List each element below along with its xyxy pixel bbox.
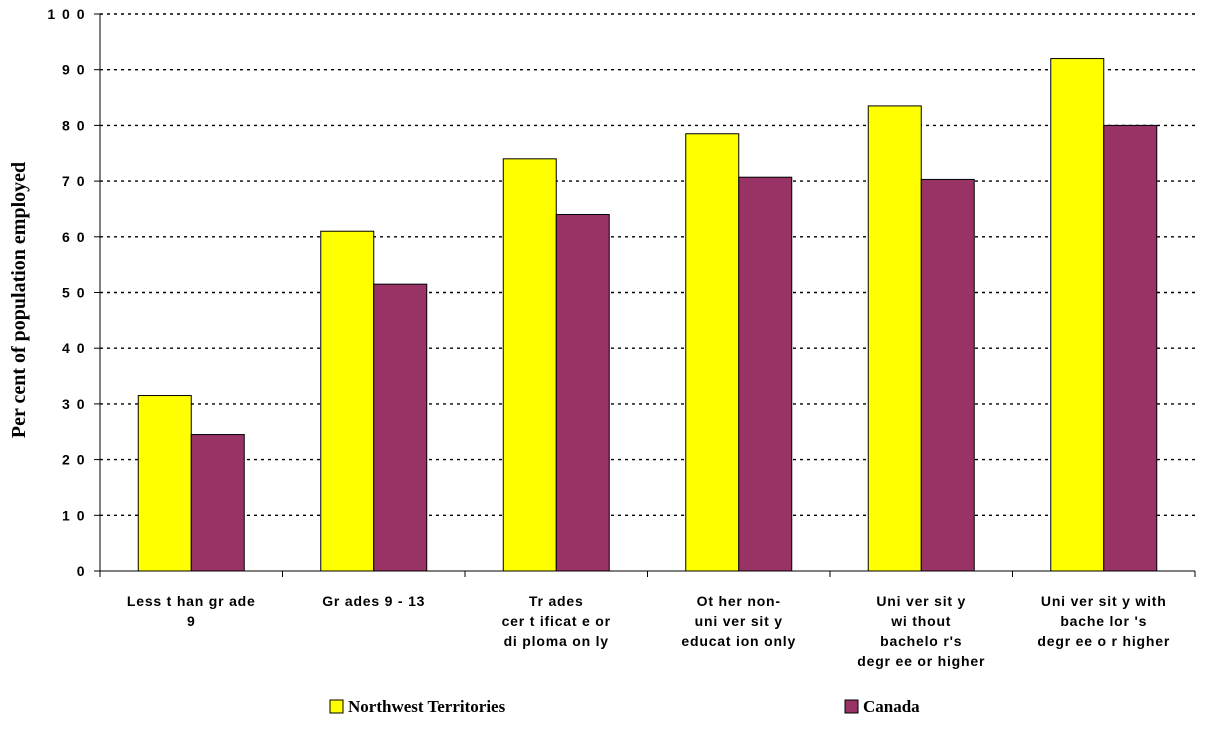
bar-series1 (867, 105, 922, 572)
bar-series2 (738, 176, 793, 572)
axes (94, 13, 1196, 577)
x-tick-label: Uni ver sit y with bache lor 's degr ee o … (1037, 593, 1170, 649)
x-tick-label: Uni ver sit y wi thout bachelo r's degr ee … (857, 593, 985, 669)
x-tick-label: Ot her non-uni ver sit y educat ion only (681, 593, 796, 649)
bar-series1 (685, 133, 740, 572)
y-tick-label: 5 0 (62, 285, 86, 301)
bar-series1 (137, 395, 192, 572)
legend: Northwest Territories Canada (329, 697, 920, 716)
legend-label: Northwest Territories (348, 697, 506, 716)
y-tick-label: 1 0 (62, 507, 86, 523)
x-tick-label: Gr ades 9 - 13 (322, 593, 425, 609)
y-tick-label: 9 0 (62, 62, 86, 78)
y-axis-title: Per cent of population employed (8, 162, 30, 438)
x-tick-label: Tr ades cer t ificat e or di ploma on ly (502, 593, 611, 649)
y-tick-label: 8 0 (62, 117, 86, 133)
bars (137, 58, 1158, 572)
y-tick-label: 7 0 (62, 173, 86, 189)
y-tick-label: 0 (77, 563, 86, 579)
y-tick-label: 4 0 (62, 340, 86, 356)
y-tick-label: 1 0 0 (47, 6, 86, 22)
y-tick-label: 2 0 (62, 452, 86, 468)
bar-series2 (555, 214, 610, 572)
y-tick-labels: 0 1 0 2 0 3 0 4 0 5 0 6 0 7 0 8 0 9 0 1 0 0 (47, 6, 86, 579)
legend-swatch (329, 699, 344, 714)
y-tick-label: 3 0 (62, 396, 86, 412)
gridlines (100, 13, 1195, 516)
x-tick-labels: Less t han gr ade 9 Gr ades 9 - 13 Tr ades c… (127, 593, 1170, 669)
bar-series1 (320, 230, 375, 572)
bar-series1 (502, 158, 557, 572)
bar-series2 (1103, 124, 1158, 572)
bar-series2 (190, 434, 245, 572)
legend-label: Canada (863, 697, 920, 716)
x-tick-label: Less t han gr ade 9 (127, 593, 256, 629)
bar-series2 (373, 283, 428, 572)
bar-series1 (1050, 58, 1105, 572)
legend-swatch (844, 699, 859, 714)
bar-series2 (920, 178, 975, 572)
y-tick-label: 6 0 (62, 229, 86, 245)
